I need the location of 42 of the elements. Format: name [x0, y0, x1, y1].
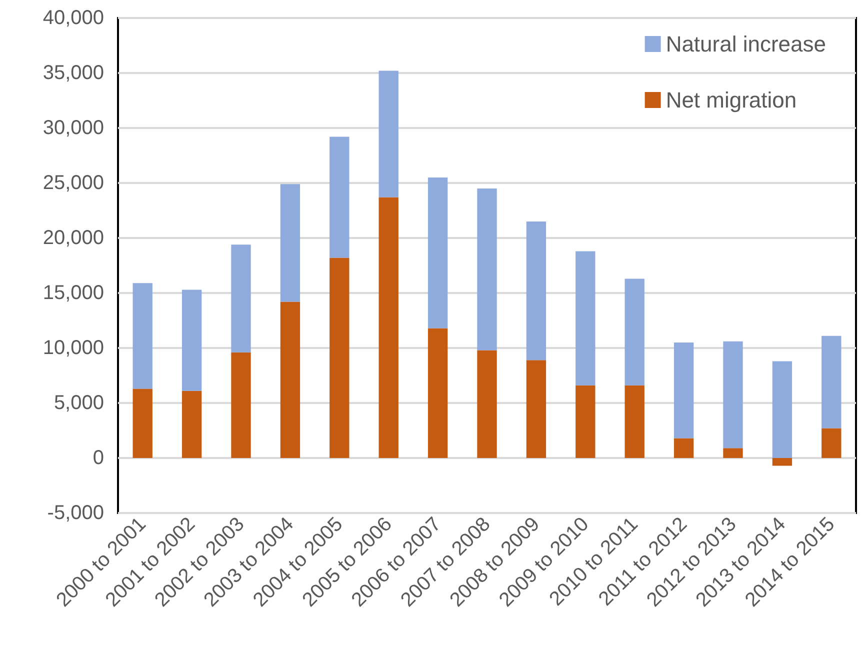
- y-tick-label: 15,000: [42, 282, 104, 304]
- bar: [477, 350, 497, 458]
- bar: [378, 197, 398, 458]
- bar: [477, 188, 497, 350]
- bar: [772, 361, 792, 458]
- bar: [772, 458, 792, 466]
- y-tick-label: 35,000: [42, 62, 104, 84]
- bar: [378, 70, 398, 198]
- bar: [182, 390, 202, 458]
- y-tick-label: 10,000: [42, 337, 104, 359]
- bar: [182, 290, 202, 391]
- legend-label: Net migration: [666, 88, 797, 112]
- bar: [624, 385, 644, 458]
- bar: [576, 385, 596, 458]
- bar: [674, 342, 694, 438]
- bar: [330, 136, 350, 258]
- y-tick-label: 0: [92, 447, 104, 469]
- bar: [526, 222, 546, 360]
- bar: [280, 184, 300, 302]
- bar: [231, 352, 251, 458]
- y-tick-label: 25,000: [42, 172, 104, 194]
- y-tick-label: 30,000: [42, 117, 104, 139]
- bar: [723, 341, 743, 448]
- bar: [822, 336, 842, 428]
- bar: [428, 178, 448, 328]
- bar: [330, 258, 350, 458]
- bar: [674, 438, 694, 458]
- y-tick-label: 40,000: [42, 7, 104, 29]
- y-tick-label: 20,000: [42, 227, 104, 249]
- bar: [280, 302, 300, 458]
- bar: [822, 428, 842, 458]
- bar: [231, 244, 251, 352]
- bar: [624, 278, 644, 386]
- y-tick-label: 5,000: [54, 392, 104, 414]
- bar: [723, 448, 743, 458]
- bar: [576, 251, 596, 386]
- legend-label: Natural increase: [666, 32, 826, 56]
- y-tick-label: -5,000: [47, 502, 104, 524]
- bar: [132, 388, 152, 458]
- bar: [132, 283, 152, 389]
- bar: [428, 328, 448, 458]
- bar: [526, 360, 546, 458]
